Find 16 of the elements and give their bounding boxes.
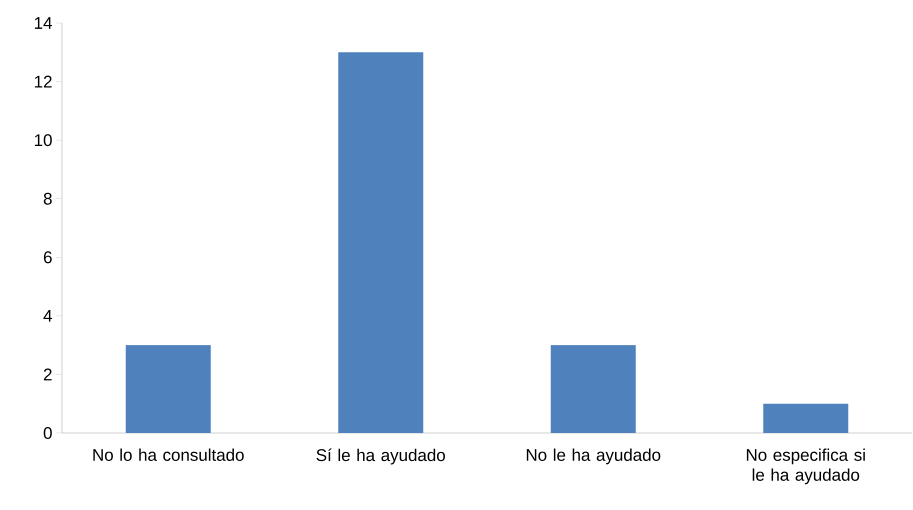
y-tick-label: 4 (43, 310, 52, 322)
bar (763, 404, 848, 433)
y-tick-label: 12 (34, 76, 52, 88)
y-tick-label: 8 (44, 192, 52, 205)
x-tick-label: No especifica si le ha ayudado (746, 448, 865, 484)
y-tick-label: 2 (44, 368, 52, 380)
bar (550, 345, 636, 433)
y-tick-label: 10 (34, 134, 52, 146)
x-tick-label: No le ha ayudado (526, 448, 660, 464)
bar (338, 52, 424, 433)
y-tick-label: 0 (44, 427, 52, 439)
x-tick-label: No lo ha consultado (93, 448, 244, 461)
y-tick-label: 14 (34, 17, 52, 29)
y-tick-label: 6 (44, 251, 52, 264)
x-tick-label: Sí le ha ayudado (316, 448, 445, 465)
bar (126, 345, 211, 433)
